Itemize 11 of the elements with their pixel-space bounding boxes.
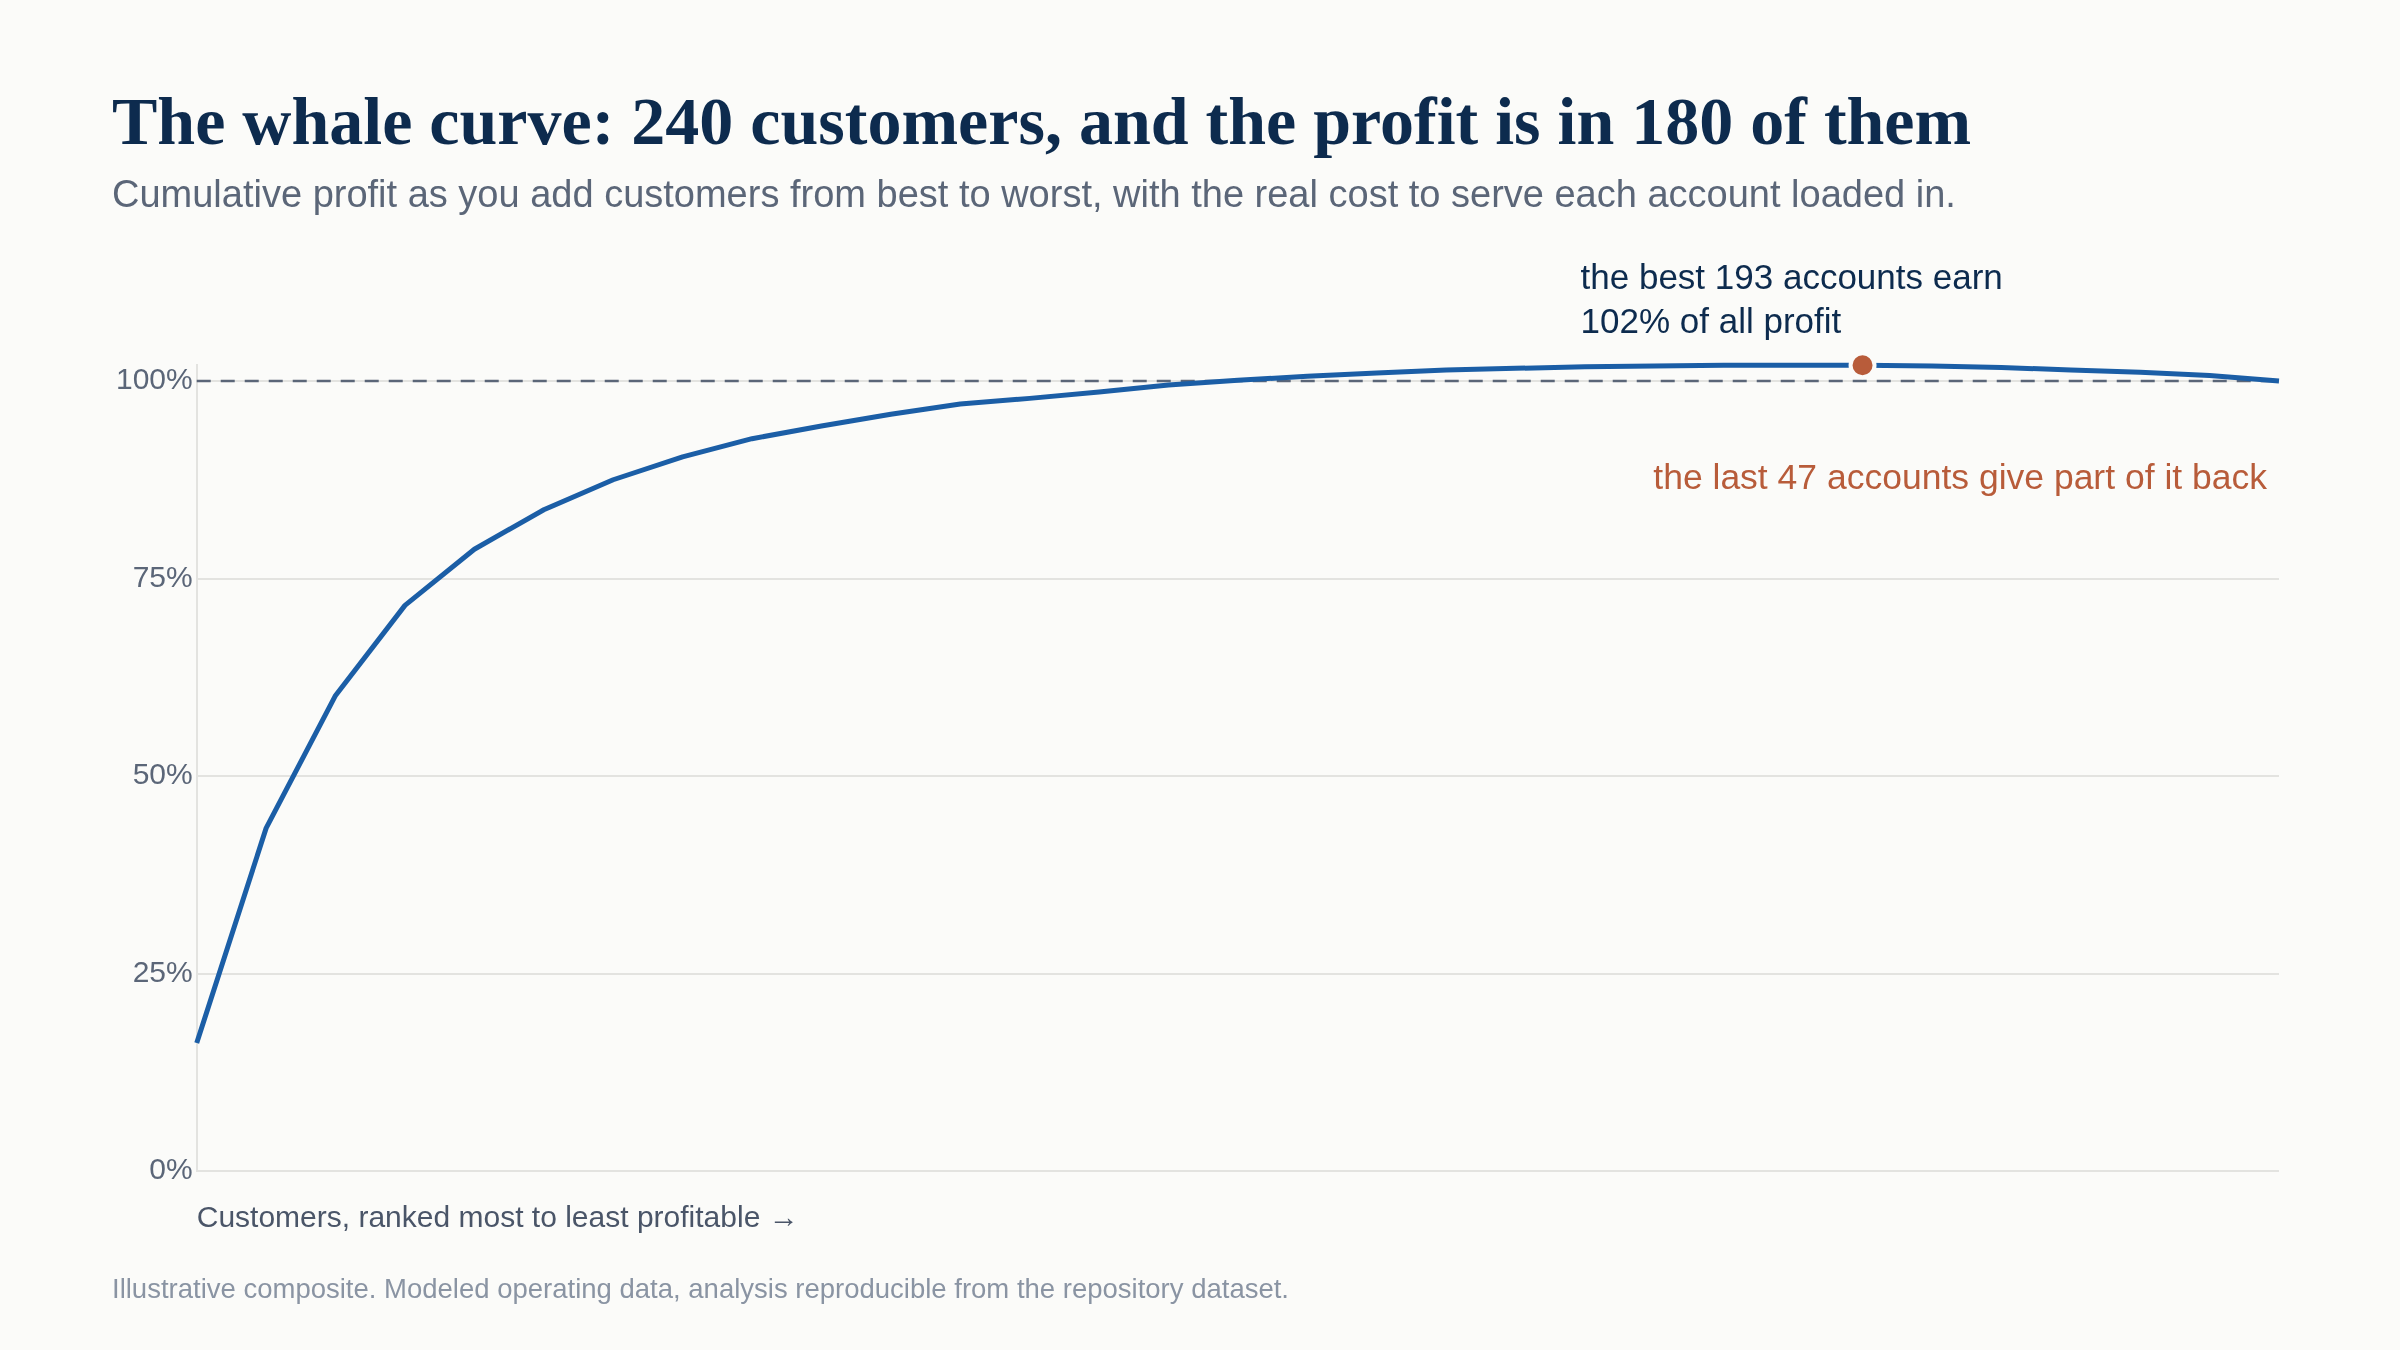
annotation: the best 193 accounts earn 102% of all profit — [1580, 257, 2003, 341]
y-tick-label: 50% — [132, 757, 193, 791]
annotation: the last 47 accounts give part of it back — [1653, 457, 2268, 497]
y-tick-label: 100% — [115, 362, 193, 396]
y-tick-label: 75% — [132, 559, 193, 593]
y-tick-label: 25% — [132, 954, 193, 988]
text: Illustrative composite. Modeled operating data, analysis reproducible from the repository dataset. — [112, 1273, 1290, 1304]
y-tick-label: 0% — [149, 1152, 193, 1186]
chart-subtitle: Cumulative profit as you add customers from best to worst, with the real cost to serve each account loaded in. — [112, 172, 1956, 215]
chart-title: The whale curve: 240 customers, and the profit is in 180 of them — [112, 83, 1972, 160]
x-axis-title: Customers, ranked most to least profitable → — [196, 1200, 799, 1234]
